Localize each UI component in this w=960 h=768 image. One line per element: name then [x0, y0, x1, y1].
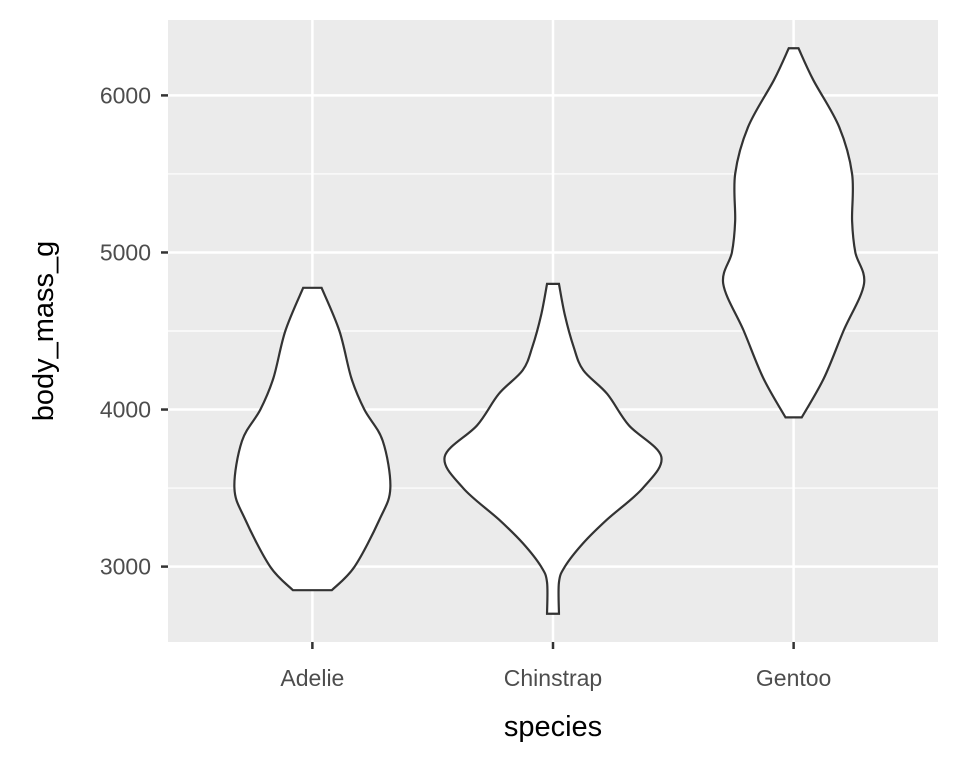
y-tick-label: 6000 [100, 82, 151, 108]
x-tick-label: Gentoo [756, 665, 831, 691]
violin-chinstrap [443, 282, 663, 615]
violins [233, 47, 866, 615]
violin-gentoo [721, 47, 866, 419]
axes: 3000 4000 5000 6000 Adelie Chinstrap Gentoo [100, 82, 832, 691]
x-tick-label: Chinstrap [504, 665, 602, 691]
violin-adelie [233, 286, 392, 592]
x-tick-label: Adelie [280, 665, 344, 691]
x-axis-title: species [504, 711, 602, 743]
y-tick-label: 3000 [100, 554, 151, 580]
y-tick-label: 5000 [100, 239, 151, 265]
y-tick-label: 4000 [100, 397, 151, 423]
y-axis-title: body_mass_g [28, 241, 60, 422]
